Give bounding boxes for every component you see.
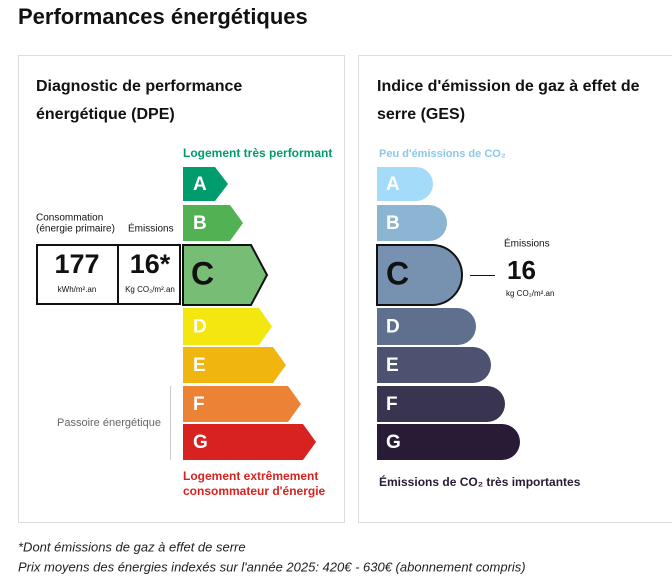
- consumption-value: 177: [54, 249, 99, 279]
- ges-class-bar: [376, 244, 463, 306]
- dpe-card: [18, 55, 345, 523]
- dpe-title: Diagnostic de performance: [36, 78, 242, 95]
- dpe-class-letter: D: [193, 317, 207, 338]
- dpe-class-letter: C: [191, 255, 214, 291]
- ges-class-bar: [377, 424, 520, 460]
- dpe-class-bar: [182, 244, 269, 306]
- consumption-label: Consommation: [36, 213, 103, 224]
- consumption-unit: kWh/m².an: [58, 285, 97, 294]
- ges-class-letter: F: [386, 394, 398, 415]
- dpe-title: énergétique (DPE): [36, 106, 175, 123]
- ges-class-letter: C: [386, 255, 409, 291]
- dpe-bottom-label: Logement extrêmement: [183, 469, 318, 483]
- ges-emissions-unit: kg CO₂/m².an: [506, 289, 554, 298]
- ges-class-letter: D: [386, 317, 400, 338]
- consumption-label: (énergie primaire): [36, 224, 115, 235]
- ges-class-bar: [377, 205, 447, 241]
- ges-class-bar: [377, 347, 491, 383]
- dpe-class-bar: [183, 205, 243, 241]
- dpe-top-label: Logement très performant: [183, 146, 332, 160]
- ges-title: Indice d'émission de gaz à effet de: [377, 78, 640, 95]
- dpe-class-letter: A: [193, 174, 207, 195]
- passoire-label: Passoire énergétique: [57, 417, 161, 429]
- ges-emissions-label: Émissions: [504, 237, 550, 250]
- dpe-bottom-label: consommateur d'énergie: [183, 484, 326, 498]
- dpe-class-bar: [183, 347, 286, 383]
- ges-bottom-label: Émissions de CO₂ très importantes: [379, 474, 581, 489]
- dpe-class-letter: E: [193, 355, 206, 376]
- footnote: *Dont émissions de gaz à effet de serre: [18, 539, 246, 554]
- ges-class-letter: G: [386, 432, 401, 453]
- dpe-class-bar: [183, 386, 301, 422]
- emissions-label: Émissions: [128, 222, 174, 235]
- ges-class-bar: [377, 167, 433, 201]
- ges-class-bar: [377, 386, 505, 422]
- ges-emissions-value: 16: [507, 255, 536, 285]
- ges-card: [358, 55, 672, 523]
- dpe-class-letter: B: [193, 213, 207, 234]
- ges-class-bar: [377, 308, 477, 345]
- section-title: Performances énergétiques: [18, 4, 308, 29]
- footnote: Prix moyens des énergies indexés sur l'a…: [18, 559, 526, 574]
- dpe-class-letter: G: [193, 432, 208, 453]
- ges-title: serre (GES): [377, 106, 465, 123]
- ges-class-letter: B: [386, 213, 400, 234]
- dpe-class-letter: F: [193, 394, 205, 415]
- emissions-box: [117, 244, 181, 305]
- ges-top-label: Peu d'émissions de CO₂: [379, 148, 506, 160]
- ges-class-letter: E: [386, 355, 399, 376]
- emissions-value: 16*: [130, 249, 171, 279]
- dpe-class-bar: [183, 424, 316, 460]
- emissions-unit: Kg CO₂/m².an: [125, 285, 175, 294]
- dpe-class-bar: [183, 167, 228, 201]
- consumption-box: [36, 244, 119, 305]
- ges-class-letter: A: [386, 174, 400, 195]
- dpe-class-bar: [183, 308, 272, 345]
